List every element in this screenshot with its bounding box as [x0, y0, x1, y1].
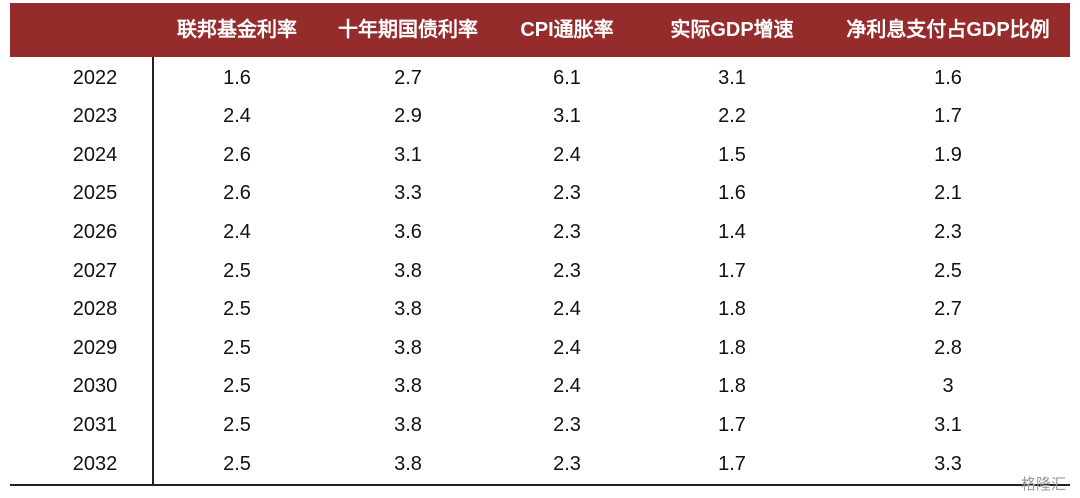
value-cell: 1.7 — [718, 413, 746, 436]
value-cell: 2.6 — [223, 143, 251, 166]
value-cell: 1.7 — [718, 452, 746, 475]
value-cell: 2.5 — [223, 413, 251, 436]
column-header: CPI通胀率 — [520, 19, 614, 41]
value-cell: 1.8 — [718, 336, 746, 359]
value-cell: 1.7 — [718, 259, 746, 282]
value-cell: 3.8 — [394, 259, 422, 282]
year-cell: 2027 — [72, 259, 118, 282]
value-cell: 3.8 — [394, 452, 422, 475]
value-cell: 3.1 — [718, 66, 746, 89]
value-cell: 2.2 — [718, 105, 746, 128]
value-cell: 3.8 — [394, 413, 422, 436]
column-header: 实际GDP增速 — [670, 19, 794, 41]
value-cell: 1.8 — [718, 298, 746, 321]
header-band — [10, 3, 1070, 57]
year-cell: 2024 — [72, 143, 118, 166]
watermark: 格隆汇 — [1020, 476, 1066, 493]
value-cell: 2.5 — [223, 259, 251, 282]
value-cell: 2.4 — [553, 298, 581, 321]
value-cell: 2.3 — [553, 182, 581, 205]
value-cell: 1.6 — [934, 66, 962, 89]
value-cell: 2.3 — [553, 220, 581, 243]
value-cell: 3.8 — [394, 298, 422, 321]
value-cell: 3 — [942, 375, 954, 398]
value-cell: 2.8 — [934, 336, 962, 359]
year-cell: 2031 — [72, 413, 118, 436]
bottom-border — [10, 484, 1070, 486]
year-cell: 2022 — [72, 66, 118, 89]
year-cell: 2028 — [72, 298, 118, 321]
value-cell: 2.4 — [223, 220, 251, 243]
value-cell: 6.1 — [553, 66, 581, 89]
column-header: 净利息支付占GDP比例 — [846, 19, 1050, 41]
value-cell: 2.4 — [553, 336, 581, 359]
value-cell: 2.3 — [553, 259, 581, 282]
value-cell: 2.4 — [223, 105, 251, 128]
value-cell: 2.5 — [934, 259, 962, 282]
year-cell: 2025 — [72, 182, 118, 205]
value-cell: 1.5 — [718, 143, 746, 166]
value-cell: 2.9 — [394, 105, 422, 128]
value-cell: 1.7 — [934, 105, 962, 128]
value-cell: 2.3 — [934, 220, 962, 243]
year-cell: 2026 — [72, 220, 118, 243]
column-header: 十年期国债利率 — [338, 19, 478, 41]
year-cell: 2032 — [72, 452, 118, 475]
value-cell: 2.5 — [223, 298, 251, 321]
value-cell: 3.1 — [394, 143, 422, 166]
value-cell: 2.5 — [223, 375, 251, 398]
value-cell: 3.6 — [394, 220, 422, 243]
value-cell: 2.7 — [394, 66, 422, 89]
value-cell: 1.4 — [718, 220, 746, 243]
year-cell: 2030 — [72, 375, 118, 398]
value-cell: 3.8 — [394, 336, 422, 359]
value-cell: 2.5 — [223, 452, 251, 475]
value-cell: 2.5 — [223, 336, 251, 359]
year-cell: 2023 — [72, 105, 118, 128]
value-cell: 2.6 — [223, 182, 251, 205]
value-cell: 1.8 — [718, 375, 746, 398]
value-cell: 1.6 — [718, 182, 746, 205]
value-cell: 3.8 — [394, 375, 422, 398]
column-divider — [152, 57, 154, 485]
value-cell: 2.3 — [553, 452, 581, 475]
value-cell: 1.9 — [934, 143, 962, 166]
year-cell: 2029 — [72, 336, 118, 359]
value-cell: 1.6 — [223, 66, 251, 89]
value-cell: 3.1 — [553, 105, 581, 128]
value-cell: 2.1 — [934, 182, 962, 205]
value-cell: 3.1 — [934, 413, 962, 436]
column-header: 联邦基金利率 — [177, 19, 297, 41]
value-cell: 3.3 — [394, 182, 422, 205]
value-cell: 3.3 — [934, 452, 962, 475]
value-cell: 2.7 — [934, 298, 962, 321]
value-cell: 2.4 — [553, 143, 581, 166]
value-cell: 2.4 — [553, 375, 581, 398]
value-cell: 2.3 — [553, 413, 581, 436]
